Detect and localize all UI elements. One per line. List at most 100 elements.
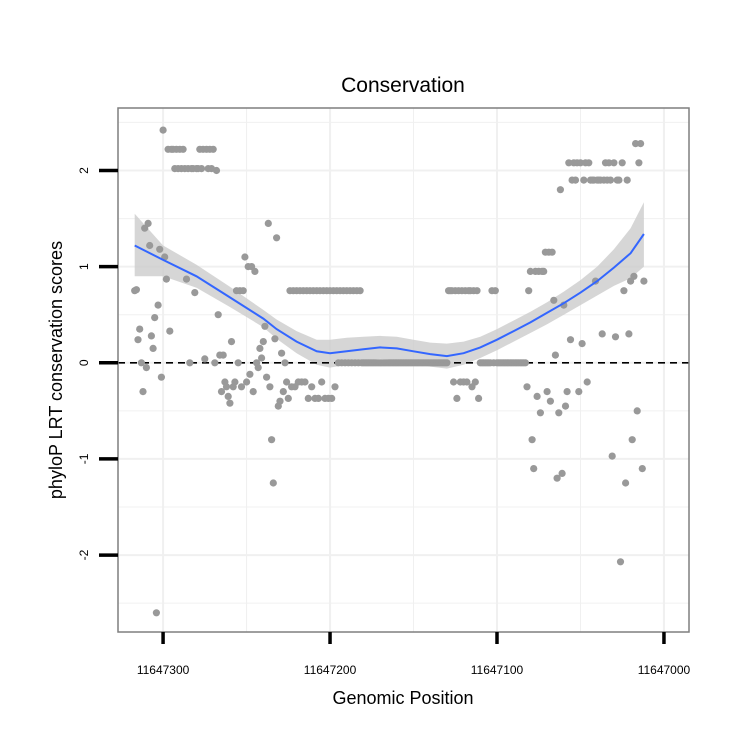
data-point [256, 344, 264, 352]
data-point [637, 140, 645, 148]
data-point [328, 394, 336, 402]
data-point [179, 145, 187, 153]
y-tick-label: -1 [77, 453, 91, 464]
data-point [211, 359, 219, 367]
y-tick-label: 1 [77, 263, 91, 270]
data-point [610, 159, 618, 167]
data-point [533, 392, 541, 400]
data-point [635, 159, 643, 167]
data-point [314, 394, 322, 402]
data-point [585, 159, 593, 167]
data-point [136, 325, 144, 333]
data-point [284, 394, 292, 402]
data-point [521, 359, 530, 367]
data-point [279, 388, 287, 396]
data-point [608, 452, 616, 460]
data-point [212, 166, 221, 175]
data-point [273, 234, 281, 242]
data-point [540, 267, 548, 275]
x-axis: 11647300 11647200 11647100 11647000 [137, 632, 691, 677]
data-point [561, 402, 570, 410]
data-point [237, 383, 246, 391]
data-point [611, 333, 620, 341]
data-point [575, 388, 583, 396]
data-point [615, 176, 623, 184]
data-point [578, 340, 586, 348]
data-point [525, 287, 533, 295]
data-point [162, 275, 170, 283]
data-point [159, 126, 167, 134]
data-point [281, 359, 289, 367]
data-point [157, 373, 165, 381]
data-point [231, 378, 239, 386]
data-point [450, 378, 458, 386]
data-point [625, 330, 633, 338]
data-point [565, 159, 573, 167]
data-point [239, 287, 247, 295]
x-tick-label: 11647300 [137, 663, 190, 677]
data-point [633, 407, 641, 415]
data-point [191, 289, 199, 297]
data-point [258, 354, 266, 362]
data-point [304, 394, 312, 402]
data-point [251, 267, 259, 275]
data-point [249, 388, 257, 396]
plot-panel [118, 108, 689, 632]
data-point [453, 394, 461, 402]
data-point [583, 378, 591, 386]
loess-smooth-line [134, 233, 645, 358]
data-point [269, 479, 277, 487]
data-point [246, 370, 254, 378]
data-point [276, 397, 284, 405]
data-point [553, 474, 561, 482]
data-point [576, 159, 585, 167]
y-tick-label: -2 [77, 549, 91, 560]
data-point [278, 349, 286, 357]
data-point [638, 465, 646, 473]
data-point [550, 296, 558, 304]
data-point [605, 159, 613, 167]
data-point [580, 176, 588, 184]
data-point [219, 351, 227, 359]
data-point [571, 176, 580, 184]
data-point [528, 436, 536, 444]
data-point [132, 286, 140, 294]
data-point [491, 287, 499, 295]
data-point [137, 359, 145, 367]
y-tick-label: 0 [77, 359, 91, 366]
data-point [214, 311, 222, 319]
data-point [166, 327, 174, 335]
x-tick-label: 11647100 [471, 663, 524, 677]
y-axis-label: phyloP LRT conservation scores [46, 241, 66, 499]
data-point [623, 176, 631, 184]
panel-border [117, 107, 690, 633]
data-point [224, 392, 232, 400]
data-point [268, 436, 276, 444]
data-point [254, 364, 262, 372]
data-point [356, 287, 364, 295]
data-point [546, 397, 555, 405]
data-point [630, 272, 638, 280]
data-point [227, 338, 236, 346]
data-point [142, 364, 150, 372]
data-point [558, 469, 566, 477]
x-tick-label: 11647200 [304, 663, 357, 677]
data-point [548, 248, 556, 256]
data-point [146, 241, 154, 250]
data-point [263, 373, 271, 381]
data-point [154, 301, 162, 309]
data-point [606, 176, 615, 184]
data-point [551, 351, 560, 359]
data-point [271, 335, 279, 343]
data-point [217, 388, 226, 396]
data-point [241, 253, 249, 261]
data-point [147, 332, 155, 340]
data-point [536, 409, 545, 417]
data-point [226, 399, 234, 407]
data-point [471, 378, 479, 386]
data-point [308, 383, 316, 391]
data-point [555, 409, 563, 417]
data-point [640, 277, 648, 285]
data-point [618, 159, 626, 167]
